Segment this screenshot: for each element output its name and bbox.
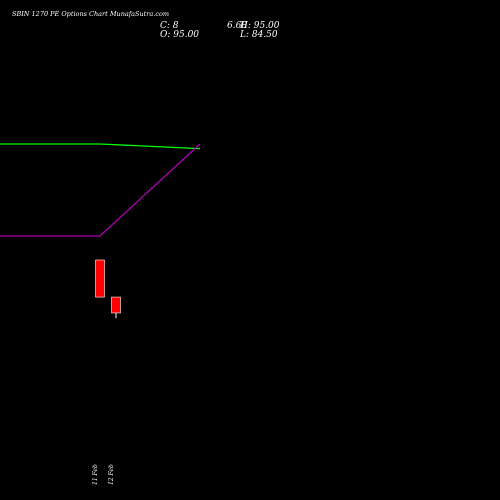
candle-body: [95, 259, 105, 298]
open-value: O: 95.00: [160, 30, 199, 40]
chart-title: SBIN 1270 PE Options Chart MunafaSutra.c…: [12, 10, 169, 18]
overlay-line-purple: [0, 143, 201, 237]
candle-body: [111, 296, 121, 314]
x-tick-label: 12 Feb: [108, 464, 115, 485]
x-axis-labels: 11 Feb 12 Feb: [92, 464, 115, 485]
low-value: L: 84.50: [239, 30, 278, 40]
candles: [95, 259, 121, 319]
overlay-line-green: [0, 143, 201, 150]
change-value: 6.60: [227, 21, 247, 31]
close-value: C: 8: [160, 21, 179, 31]
overlay-lines: [0, 143, 201, 237]
high-value: H: 95.00: [239, 21, 280, 31]
x-tick-label: 11 Feb: [92, 464, 99, 485]
